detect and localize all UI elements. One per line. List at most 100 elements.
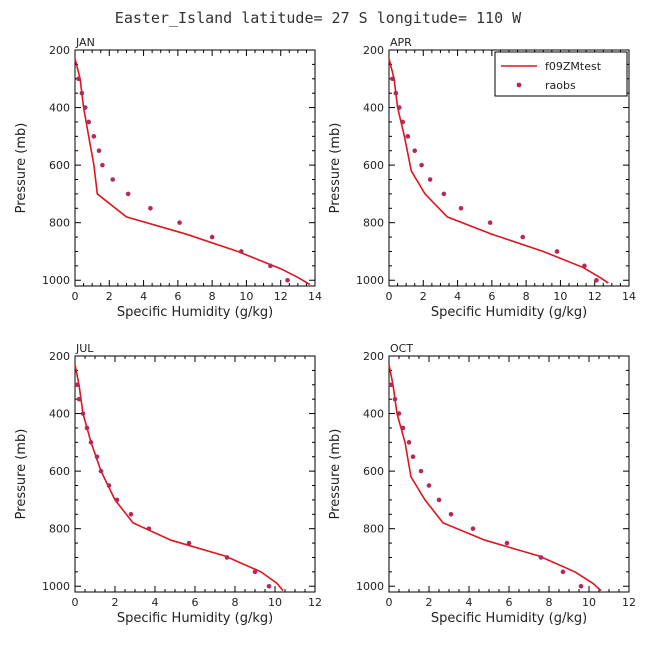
obs-point <box>406 440 412 445</box>
y-tick-label: 200 <box>49 44 70 57</box>
panel-oct: 0 2 4 6 8 10 12 200 400 600 800 1000 OCT Specific Hum… <box>328 342 636 626</box>
y-axis-label: Pressure (mb) <box>328 123 343 214</box>
obs-point <box>504 540 510 546</box>
obs-point <box>79 90 85 96</box>
obs-point <box>390 76 395 82</box>
obs-point <box>594 277 599 283</box>
obs-point <box>177 220 182 225</box>
series-line-model <box>74 364 284 592</box>
plot-frame <box>74 49 316 287</box>
obs-point <box>146 526 152 531</box>
obs-point <box>392 396 398 402</box>
x-tick-label: 14 <box>622 290 636 303</box>
obs-point <box>128 511 134 517</box>
x-tick-label: 8 <box>546 596 553 609</box>
x-tick-label: 2 <box>112 596 119 609</box>
obs-point <box>427 177 433 182</box>
panel-apr: 0 2 4 6 8 10 12 14 200 400 600 800 1000 APR Specific H… <box>328 36 636 320</box>
obs-point <box>487 220 493 225</box>
obs-point <box>91 134 97 139</box>
obs-point <box>106 483 112 488</box>
x-tick-label: 14 <box>308 290 322 303</box>
figure-title: Easter_Island latitude= 27 S longitude= … <box>115 9 522 27</box>
y-tick-label: 200 <box>363 44 384 57</box>
obs-point <box>470 526 476 531</box>
y-axis-label: Pressure (mb) <box>14 429 29 520</box>
obs-point <box>88 440 94 445</box>
legend-obs-label: raobs <box>545 79 576 92</box>
plot-frame <box>74 355 316 593</box>
y-tick-label: 400 <box>49 408 70 421</box>
obs-point <box>400 425 406 431</box>
y-tick-label: 800 <box>363 217 384 230</box>
y-tick-label: 800 <box>363 523 384 536</box>
obs-point <box>400 119 406 125</box>
obs-point <box>80 411 86 416</box>
obs-point <box>74 382 80 388</box>
x-tick-label: 6 <box>488 290 495 303</box>
obs-point <box>578 583 584 589</box>
obs-point <box>520 234 526 240</box>
obs-point <box>419 162 424 168</box>
obs-point <box>98 468 104 474</box>
x-tick-label: 2 <box>106 290 113 303</box>
obs-point <box>285 277 290 283</box>
obs-point <box>76 76 81 82</box>
obs-point <box>412 148 418 154</box>
obs-point <box>560 569 566 575</box>
x-tick-label: 10 <box>268 596 282 609</box>
panel-label: OCT <box>390 342 413 355</box>
obs-point <box>100 162 105 168</box>
y-tick-label: 1000 <box>42 274 70 287</box>
obs-point <box>410 454 416 460</box>
y-tick-label: 1000 <box>356 274 384 287</box>
y-tick-label: 800 <box>49 217 70 230</box>
legend-obs-swatch <box>516 82 522 88</box>
y-tick-label: 200 <box>363 350 384 363</box>
y-tick-label: 200 <box>49 350 70 363</box>
x-tick-label: 12 <box>588 290 602 303</box>
x-tick-label: 8 <box>523 290 530 303</box>
y-tick-label: 400 <box>363 408 384 421</box>
legend-box <box>494 51 628 97</box>
obs-point <box>125 191 131 197</box>
x-tick-label: 4 <box>140 290 147 303</box>
obs-point <box>405 134 411 139</box>
obs-point <box>84 425 90 431</box>
obs-point <box>94 454 100 460</box>
legend: f09ZMtest raobs <box>494 51 628 97</box>
x-tick-label: 4 <box>152 596 159 609</box>
y-tick-label: 600 <box>363 465 384 478</box>
legend-model-label: f09ZMtest <box>545 60 602 73</box>
series-line-model <box>74 58 311 286</box>
y-tick-label: 400 <box>49 102 70 115</box>
x-axis-label: Specific Humidity (g/kg) <box>117 305 273 320</box>
panel-label: APR <box>390 36 412 49</box>
y-tick-label: 600 <box>49 465 70 478</box>
obs-point <box>114 497 120 503</box>
x-axis-label: Specific Humidity (g/kg) <box>117 611 273 626</box>
x-tick-label: 12 <box>308 596 322 609</box>
obs-point <box>441 191 447 197</box>
x-tick-label: 0 <box>72 596 79 609</box>
obs-point <box>448 511 454 517</box>
y-axis-label: Pressure (mb) <box>328 429 343 520</box>
x-tick-label: 4 <box>466 596 473 609</box>
x-tick-label: 12 <box>274 290 288 303</box>
y-tick-label: 800 <box>49 523 70 536</box>
obs-point <box>110 177 116 182</box>
x-tick-label: 2 <box>420 290 427 303</box>
y-tick-label: 1000 <box>42 580 70 593</box>
x-tick-label: 0 <box>386 596 393 609</box>
series-line-model <box>388 58 609 284</box>
panel-label: JUL <box>75 342 94 355</box>
panel-jan: 0 2 4 6 8 10 12 14 200 400 600 800 1000 JAN Specific H… <box>14 36 322 320</box>
x-tick-label: 6 <box>192 596 199 609</box>
panel-jul: 0 2 4 6 8 10 12 200 400 600 800 1000 JUL Specific Hum… <box>14 342 322 626</box>
obs-point <box>538 555 544 560</box>
x-tick-label: 6 <box>174 290 181 303</box>
y-tick-label: 600 <box>49 159 70 172</box>
obs-point <box>388 382 394 388</box>
obs-point <box>396 411 402 416</box>
